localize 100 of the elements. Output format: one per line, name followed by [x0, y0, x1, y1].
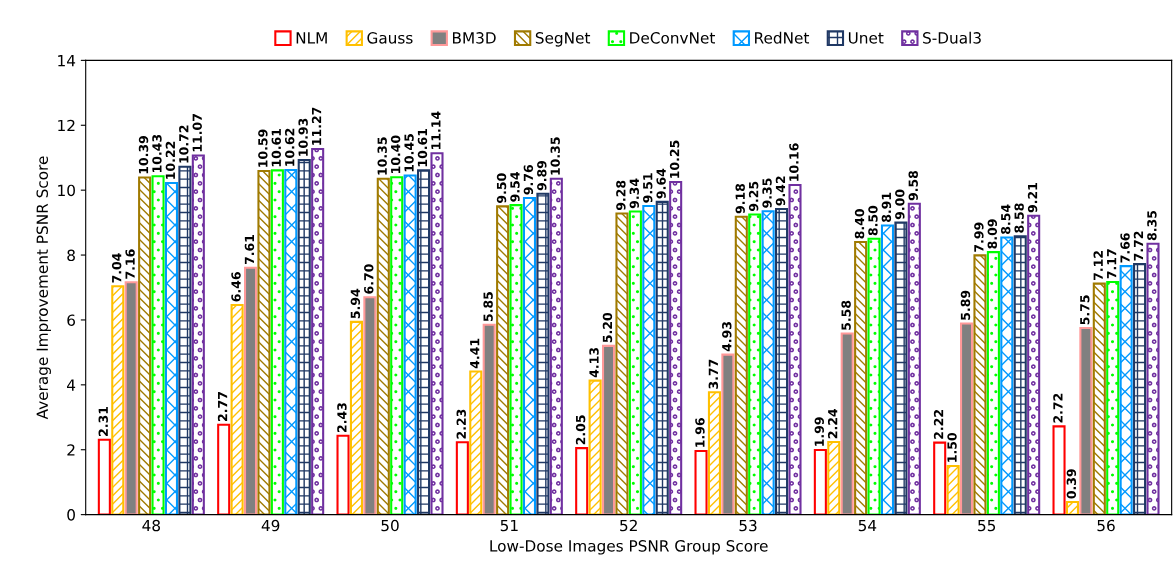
bar — [496, 205, 510, 515]
data-label: 10.72 — [179, 125, 189, 163]
data-label: 5.75 — [1080, 295, 1090, 325]
y-tick-label: 0 — [67, 509, 75, 521]
data-label: 7.61 — [244, 234, 255, 265]
data-label: 10.62 — [284, 128, 295, 166]
bar — [960, 322, 974, 515]
x-tick-label: 53 — [739, 519, 757, 532]
data-label: 6.46 — [231, 272, 241, 302]
data-label: 9.00 — [895, 189, 905, 220]
legend-label: Gauss — [367, 32, 413, 44]
bar — [986, 251, 1000, 515]
data-label: 10.22 — [165, 141, 176, 179]
bar — [336, 434, 350, 515]
data-label: 9.35 — [762, 178, 772, 208]
y-tick-label: 4 — [67, 379, 76, 391]
data-label: 1.96 — [695, 418, 705, 447]
data-label: 10.40 — [390, 135, 401, 173]
bar — [1119, 265, 1133, 515]
data-label: 7.04 — [111, 253, 122, 283]
bar — [628, 210, 642, 515]
data-label: 7.99 — [974, 222, 984, 252]
bar — [297, 158, 311, 515]
bar — [1052, 425, 1066, 515]
y-tick-label: 14 — [58, 55, 76, 67]
data-label: 9.54 — [510, 172, 520, 202]
data-label: 9.42 — [775, 176, 786, 206]
data-label: 2.43 — [337, 403, 347, 433]
bar — [840, 332, 854, 515]
bar — [1146, 242, 1160, 515]
data-label: 9.58 — [908, 170, 918, 201]
data-label: 10.59 — [258, 129, 268, 167]
data-label: 11.27 — [311, 107, 322, 145]
data-label: 5.58 — [841, 300, 851, 330]
data-label: 5.20 — [602, 312, 613, 343]
data-label: 4.41 — [470, 338, 480, 369]
bar — [894, 221, 908, 515]
data-label: 10.35 — [377, 137, 387, 175]
bar — [933, 441, 947, 515]
bar — [1000, 236, 1014, 515]
bar — [509, 204, 523, 515]
bar — [880, 224, 895, 515]
data-label: 10.45 — [404, 134, 414, 172]
data-label: 8.35 — [1147, 210, 1157, 241]
data-label: 9.51 — [643, 173, 653, 203]
bar — [655, 200, 669, 515]
data-label: 8.91 — [881, 192, 892, 222]
bar — [707, 391, 721, 515]
bar — [761, 210, 775, 515]
x-tick-label: 51 — [500, 519, 518, 532]
bar — [417, 169, 431, 515]
data-label: 4.13 — [589, 348, 599, 378]
bar — [588, 379, 602, 515]
bar — [522, 196, 537, 515]
data-label: 1.99 — [814, 417, 824, 446]
data-label: 10.93 — [298, 118, 308, 156]
bar — [217, 423, 231, 515]
bar — [669, 181, 683, 515]
bar — [1079, 327, 1093, 515]
bar — [455, 441, 469, 515]
data-label: 2.72 — [1053, 393, 1063, 423]
data-label: 9.89 — [537, 160, 547, 191]
data-label: 9.25 — [748, 181, 759, 212]
data-label: 2.22 — [933, 410, 944, 439]
bar — [178, 165, 192, 515]
data-label: 7.66 — [1120, 233, 1130, 263]
data-label: 8.40 — [854, 209, 865, 239]
data-label: 10.16 — [789, 143, 799, 181]
data-label: 10.35 — [550, 137, 560, 175]
legend-label: Unet — [848, 32, 884, 44]
bar — [1106, 280, 1120, 515]
data-label: 10.61 — [271, 128, 282, 167]
bar — [151, 175, 165, 515]
data-label: 10.39 — [138, 135, 149, 174]
bar — [615, 212, 629, 515]
data-label: 5.85 — [483, 292, 493, 322]
data-label: 9.64 — [656, 168, 666, 199]
bar — [721, 353, 735, 515]
data-label: 6.70 — [364, 264, 374, 294]
bar — [430, 152, 444, 515]
bar — [775, 207, 789, 515]
bar — [403, 174, 417, 515]
bar — [601, 344, 616, 515]
data-label: 8.54 — [1000, 204, 1011, 234]
x-tick-label: 48 — [142, 519, 161, 532]
bar — [1013, 235, 1027, 515]
bar — [230, 303, 244, 515]
y-tick-label: 6 — [67, 314, 76, 326]
data-label: 9.34 — [629, 178, 640, 209]
data-label: 11.07 — [192, 114, 202, 152]
bar — [349, 320, 363, 515]
bar — [788, 183, 802, 515]
bar — [191, 154, 205, 515]
y-tick-label: 2 — [67, 444, 75, 456]
data-label: 5.89 — [960, 290, 971, 320]
data-label: 10.61 — [417, 128, 428, 167]
data-label: 4.93 — [722, 322, 732, 352]
data-label: 8.50 — [868, 205, 878, 236]
bar — [124, 281, 138, 515]
data-label: 1.50 — [947, 432, 957, 462]
